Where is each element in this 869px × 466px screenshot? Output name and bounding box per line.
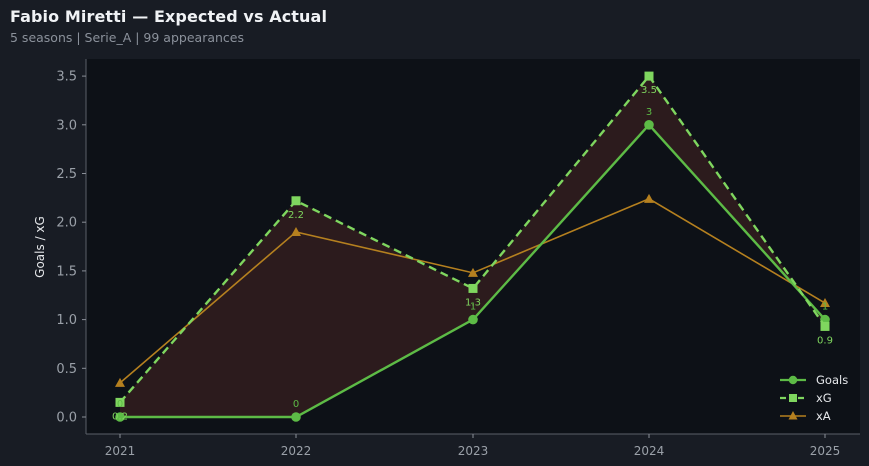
y-tick-label: 0.0	[56, 411, 77, 426]
x-tick-label: 2024	[634, 444, 665, 458]
y-tick-label: 3.0	[56, 118, 77, 133]
goals-data-label: 0	[117, 399, 123, 410]
x-tick-label: 2023	[458, 444, 489, 458]
triangle-marker-icon	[291, 226, 301, 236]
y-axis-ticks: 0.0 0.5 1.0 1.5 2.0 2.5 3.0 3.5	[56, 70, 86, 426]
xg-data-label: 0.9	[817, 335, 833, 346]
goals-data-label: 1	[822, 302, 828, 313]
goals-data-label: 3	[646, 107, 652, 118]
goals-data-label: 0	[293, 399, 299, 410]
legend-label-goals: Goals	[816, 373, 848, 387]
series-layer	[115, 71, 830, 422]
circle-marker-icon	[115, 412, 125, 422]
legend: Goals xG xA	[780, 373, 848, 423]
goals-xg-fill-area	[120, 76, 825, 417]
y-tick-label: 3.5	[56, 70, 77, 85]
triangle-marker-icon	[468, 267, 478, 277]
legend-item-goals: Goals	[780, 373, 848, 387]
x-tick-label: 2025	[810, 444, 841, 458]
square-marker-icon	[115, 397, 125, 407]
circle-marker-icon	[468, 314, 478, 325]
y-axis-label: Goals / xG	[33, 216, 47, 278]
legend-item-xa: xA	[780, 409, 831, 423]
y-tick-label: 2.5	[56, 167, 77, 182]
xg-data-label: 0.2	[112, 411, 128, 422]
legend-label-xg: xG	[816, 391, 832, 405]
triangle-marker-icon	[644, 193, 654, 203]
triangle-marker-icon	[820, 298, 830, 308]
circle-marker-icon	[291, 412, 301, 422]
y-tick-label: 0.5	[56, 362, 77, 377]
triangle-marker-icon	[115, 377, 125, 387]
goals-data-label: 1	[470, 302, 476, 313]
square-marker-icon	[291, 196, 301, 206]
square-marker-icon	[789, 394, 797, 402]
circle-marker-icon	[644, 120, 654, 130]
xg-data-label: 1.3	[465, 297, 481, 308]
x-tick-label: 2022	[281, 444, 312, 458]
y-tick-label: 1.5	[56, 264, 77, 279]
legend-label-xa: xA	[816, 409, 831, 423]
y-tick-label: 1.0	[56, 313, 77, 328]
legend-item-xg: xG	[780, 391, 832, 405]
triangle-marker-icon	[788, 411, 798, 420]
x-tick-label: 2021	[105, 444, 136, 458]
chart-title: Fabio Miretti — Expected vs Actual	[10, 7, 328, 26]
x-axis-ticks: 2021 2022 2023 2024 2025	[105, 434, 841, 458]
circle-marker-icon	[788, 375, 798, 385]
xg-data-label: 2.2	[288, 210, 304, 221]
y-tick-label: 2.0	[56, 216, 77, 231]
data-labels: 0 0 1 3 1 0.2 2.2 1.3 3.5 0.9	[112, 85, 833, 422]
square-marker-icon	[468, 283, 478, 293]
square-marker-icon	[820, 321, 830, 331]
xg-data-label: 3.5	[641, 85, 657, 96]
chart-subtitle: 5 seasons | Serie_A | 99 appearances	[10, 30, 244, 45]
square-marker-icon	[644, 71, 654, 81]
